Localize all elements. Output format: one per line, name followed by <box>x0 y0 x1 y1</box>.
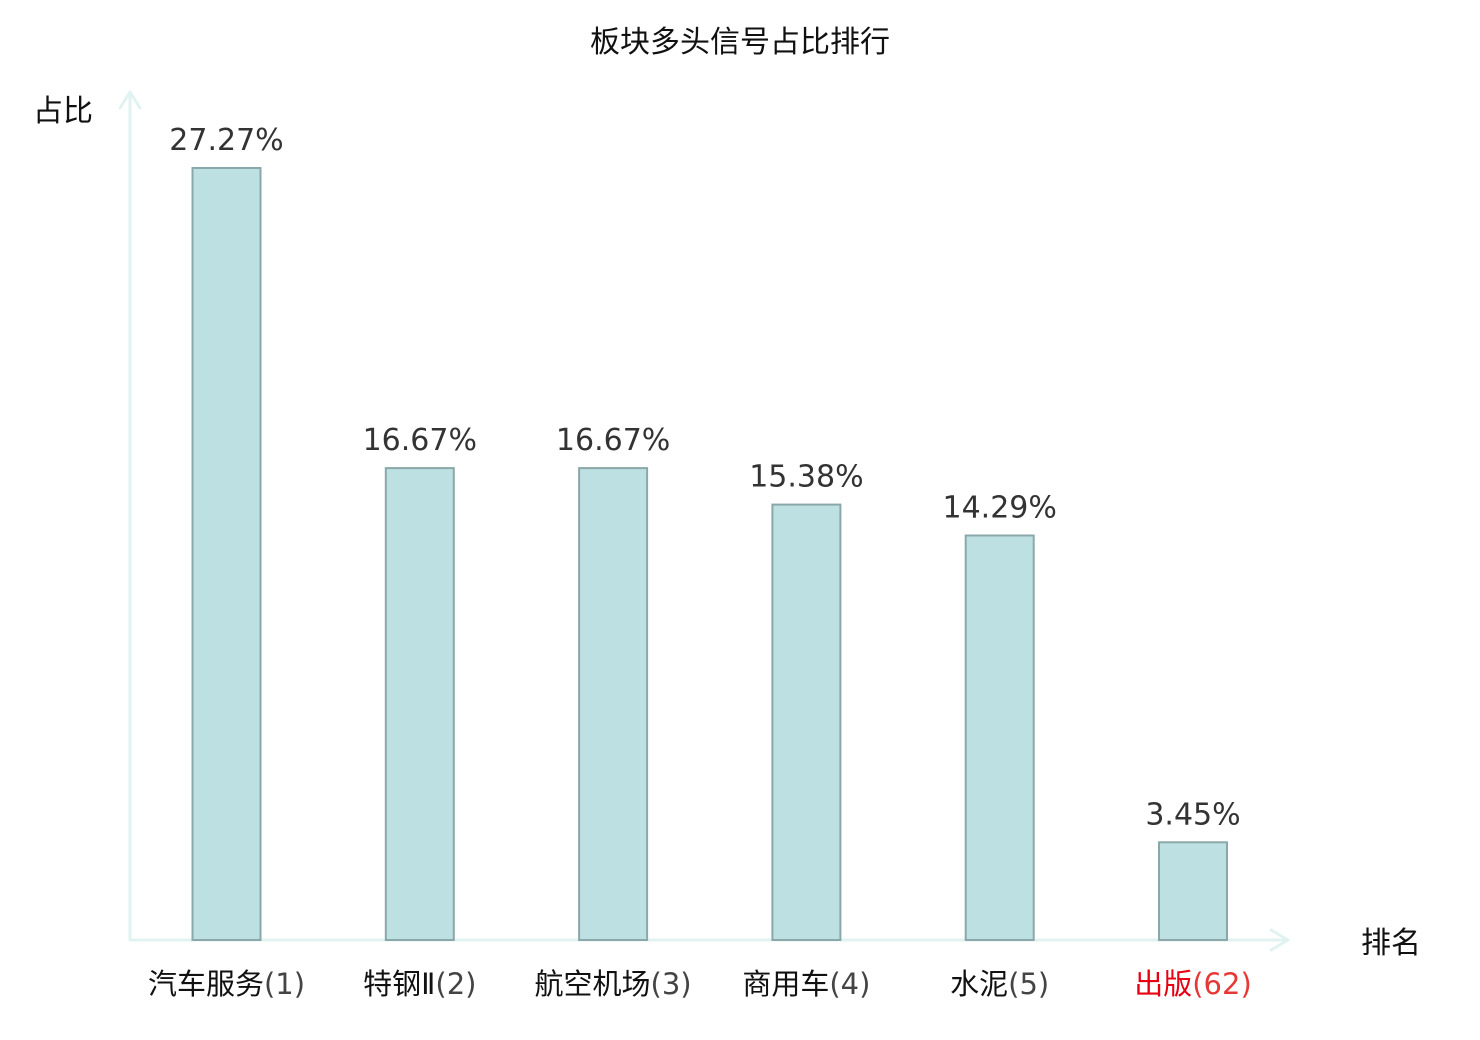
category-label-3: 航空机场(3) <box>535 967 692 1001</box>
category-label-4: 商用车(4) <box>742 967 870 1001</box>
category-name: 航空机场 <box>535 967 651 1001</box>
value-label-2: 16.67% <box>363 423 477 458</box>
value-label-4: 15.38% <box>749 460 863 495</box>
x-axis-arrow <box>1269 928 1290 952</box>
category-name: 汽车服务 <box>148 967 264 1001</box>
category-name: 特钢Ⅱ <box>363 967 435 1001</box>
category-rank: (3) <box>651 967 692 1001</box>
value-label-6: 3.45% <box>1145 797 1240 832</box>
x-axis-label: 排名 <box>1361 926 1421 961</box>
bar-2 <box>384 467 455 941</box>
category-rank: (2) <box>435 967 476 1001</box>
category-labels: 汽车服务(1) 特钢Ⅱ(2) 航空机场(3) 商用车(4) 水泥(5) 出版(62) <box>148 967 1252 1001</box>
bar-6 <box>1158 841 1228 941</box>
category-rank: (4) <box>829 967 870 1001</box>
y-axis-label: 占比 <box>33 94 93 129</box>
bar-5 <box>964 534 1035 941</box>
category-rank: (62) <box>1192 967 1252 1001</box>
category-rank: (5) <box>1008 967 1049 1001</box>
axes <box>118 90 1290 952</box>
bars <box>191 167 1228 941</box>
y-axis-arrow <box>118 90 142 110</box>
category-label-5: 水泥(5) <box>950 967 1049 1001</box>
category-rank: (1) <box>264 967 305 1001</box>
value-label-3: 16.67% <box>556 423 670 458</box>
value-labels: 27.27% 16.67% 16.67% 15.38% 14.29% 3.45% <box>169 123 1240 832</box>
bar-4 <box>771 503 842 941</box>
value-label-5: 14.29% <box>943 491 1057 526</box>
category-name: 水泥 <box>950 967 1008 1001</box>
bar-1 <box>191 167 262 941</box>
bar-3 <box>578 467 649 941</box>
category-name: 商用车 <box>742 967 829 1001</box>
category-name: 出版 <box>1134 967 1192 1001</box>
value-label-1: 27.27% <box>169 123 283 158</box>
category-label-6: 出版(62) <box>1134 967 1252 1001</box>
category-label-2: 特钢Ⅱ(2) <box>363 967 476 1001</box>
category-label-1: 汽车服务(1) <box>148 967 305 1001</box>
chart-title: 板块多头信号占比排行 <box>590 25 890 60</box>
